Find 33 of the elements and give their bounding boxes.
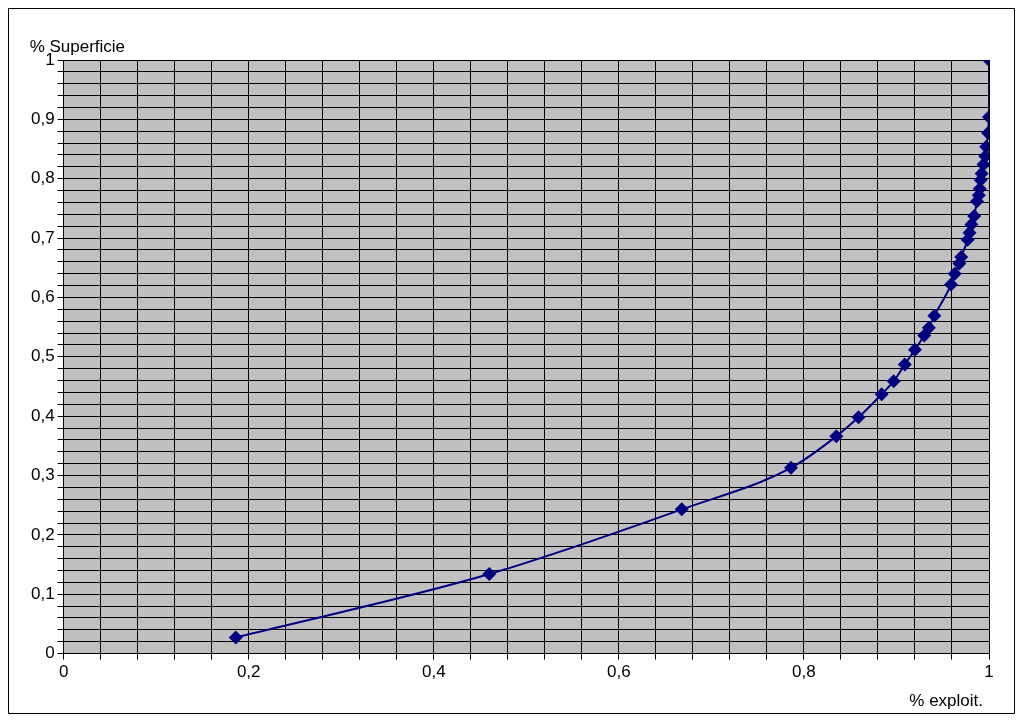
y-tick-label: 0,7 <box>30 227 55 247</box>
x-tick-label: 0,8 <box>792 662 816 682</box>
point <box>967 209 982 224</box>
y-tick-label: 0,1 <box>30 583 55 603</box>
point <box>921 320 936 335</box>
x-tick-label: 0,4 <box>421 662 446 682</box>
y-tick-label: 0,8 <box>30 168 55 188</box>
point <box>897 357 912 372</box>
point <box>674 502 689 517</box>
x-tick-label: 0,2 <box>236 662 261 682</box>
y-tick-label: 0 <box>45 643 55 663</box>
y-tick-label: 0,9 <box>30 109 55 129</box>
point <box>874 387 889 402</box>
point <box>482 567 497 582</box>
point <box>944 277 959 292</box>
point <box>927 308 942 323</box>
point <box>947 266 962 281</box>
y-tick-label: 0,4 <box>30 405 55 425</box>
point <box>851 410 866 425</box>
point <box>783 460 798 475</box>
y-tick-label: 0,5 <box>30 346 55 366</box>
y-tick-label: 0,6 <box>30 287 55 307</box>
point <box>829 429 844 444</box>
y-tick-label: 0,2 <box>30 524 55 544</box>
x-tick-label: 1 <box>984 662 994 682</box>
point <box>907 342 922 357</box>
point <box>886 374 901 389</box>
x-tick-label: 0 <box>58 662 69 682</box>
y-tick-label: 0,3 <box>30 465 55 485</box>
point <box>917 328 932 343</box>
x-axis-title: % exploit. <box>909 691 983 711</box>
x-tick-label: 0,6 <box>607 662 631 682</box>
point <box>228 630 243 645</box>
